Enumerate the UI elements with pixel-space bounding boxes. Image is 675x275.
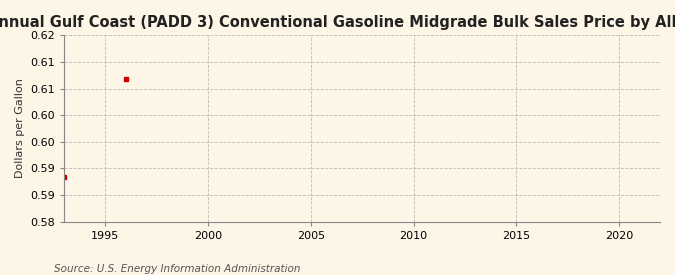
Title: Annual Gulf Coast (PADD 3) Conventional Gasoline Midgrade Bulk Sales Price by Al: Annual Gulf Coast (PADD 3) Conventional … <box>0 15 675 30</box>
Y-axis label: Dollars per Gallon: Dollars per Gallon <box>15 79 25 178</box>
Text: Source: U.S. Energy Information Administration: Source: U.S. Energy Information Administ… <box>54 264 300 274</box>
